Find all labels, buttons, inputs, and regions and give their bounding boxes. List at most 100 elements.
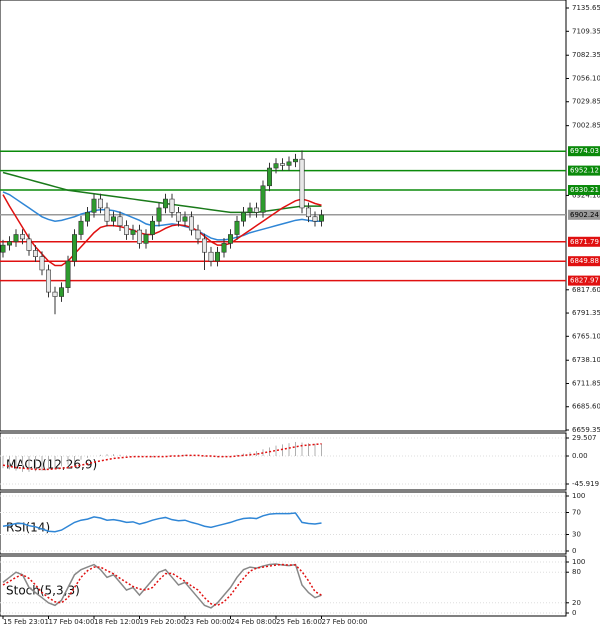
y-tick-label: 0.00 bbox=[572, 452, 588, 460]
x-tick-label: 27 Feb 00:00 bbox=[322, 618, 368, 626]
y-tick-label: 7082.35 bbox=[572, 51, 600, 59]
level-label: 6902.24 bbox=[570, 211, 599, 219]
candle-body bbox=[286, 161, 292, 166]
candle-body bbox=[305, 207, 311, 218]
candle-body bbox=[176, 212, 182, 222]
candle-body bbox=[130, 229, 136, 235]
y-tick-label: 6765.10 bbox=[572, 332, 600, 340]
candle-body bbox=[104, 207, 110, 222]
macd-bar bbox=[74, 455, 75, 463]
macd-bar bbox=[288, 443, 290, 456]
macd-bar bbox=[2, 455, 4, 469]
candle-body bbox=[208, 251, 214, 262]
y-tick-label: 70 bbox=[572, 509, 581, 517]
rsi-panel bbox=[0, 491, 567, 555]
macd-bar bbox=[126, 455, 127, 456]
y-tick-label: 6924.10 bbox=[572, 191, 600, 199]
macd-bar bbox=[61, 455, 62, 467]
macd-bar bbox=[236, 454, 238, 456]
y-tick-label: 7135.65 bbox=[572, 4, 600, 12]
candle-body bbox=[85, 212, 91, 222]
macd-bar bbox=[119, 454, 121, 456]
macd-bar bbox=[35, 455, 36, 472]
indicator-line bbox=[2, 563, 322, 609]
y-tick-label: 7029.85 bbox=[572, 98, 600, 106]
y-tick-label: 29.507 bbox=[572, 434, 597, 442]
candle-body bbox=[0, 244, 6, 253]
y-tick-label: 0 bbox=[572, 547, 576, 555]
y-tick-label: 100 bbox=[572, 492, 585, 500]
candle-body bbox=[58, 287, 64, 297]
level-label: 6974.03 bbox=[570, 147, 599, 155]
candle-body bbox=[78, 220, 84, 235]
y-tick-label: 6659.35 bbox=[572, 426, 600, 434]
macd-bar bbox=[308, 443, 309, 456]
y-tick-label: 100 bbox=[572, 558, 585, 566]
level-label-box bbox=[568, 236, 600, 247]
macd-bar bbox=[100, 454, 101, 456]
y-tick-label: 20 bbox=[572, 599, 581, 607]
macd-bar bbox=[28, 455, 30, 472]
candle-body bbox=[45, 269, 51, 293]
x-tick-label: 19 Feb 20:00 bbox=[140, 618, 186, 626]
y-tick-label: 7056.10 bbox=[572, 74, 600, 82]
candle-body bbox=[241, 212, 247, 222]
level-label: 6871.79 bbox=[570, 238, 599, 246]
macd-bar bbox=[314, 443, 316, 456]
candle-body bbox=[312, 216, 318, 222]
y-tick-label: -45.919 bbox=[572, 480, 599, 488]
level-label: 6930.21 bbox=[570, 186, 599, 194]
macd-bar bbox=[256, 451, 257, 456]
candle-body bbox=[72, 234, 78, 262]
candle-body bbox=[26, 238, 32, 251]
macd-bar bbox=[152, 455, 153, 458]
y-tick-label: 30 bbox=[572, 531, 581, 539]
candle-body bbox=[111, 216, 117, 222]
indicator-line bbox=[2, 512, 322, 533]
indicator-line bbox=[2, 443, 322, 471]
x-tick-label: 18 Feb 12:00 bbox=[94, 618, 140, 626]
indicator-line bbox=[2, 191, 322, 241]
macd-bar bbox=[282, 444, 283, 456]
candle-body bbox=[32, 250, 38, 257]
candle-body bbox=[189, 216, 195, 231]
candle-body bbox=[228, 234, 234, 244]
x-tick-label: 15 Feb 23:01 bbox=[3, 618, 49, 626]
candle-body bbox=[156, 207, 162, 222]
macd-bar bbox=[295, 441, 296, 456]
candle-body bbox=[202, 238, 208, 253]
candle-body bbox=[299, 158, 305, 209]
y-tick-label: 6791.35 bbox=[572, 309, 600, 317]
candle-body bbox=[182, 216, 188, 222]
candle-body bbox=[65, 260, 71, 288]
candle-body bbox=[98, 198, 104, 209]
y-tick-label: 6685.60 bbox=[572, 403, 600, 411]
candle-body bbox=[260, 185, 266, 213]
level-label-box bbox=[568, 275, 600, 286]
macd-bar bbox=[9, 455, 10, 470]
macd-bar bbox=[204, 455, 205, 457]
macd-bar bbox=[15, 455, 17, 471]
y-tick-label: 0 bbox=[572, 609, 576, 617]
macd-bar bbox=[48, 455, 49, 470]
x-tick-label: 24 Feb 08:00 bbox=[231, 618, 277, 626]
candle-body bbox=[169, 198, 175, 213]
candle-body bbox=[91, 198, 97, 213]
y-tick-label: 6817.60 bbox=[572, 286, 600, 294]
candle-body bbox=[215, 251, 221, 262]
x-tick-label: 23 Feb 00:00 bbox=[185, 618, 231, 626]
macd-bar bbox=[113, 454, 114, 456]
y-tick-label: 80 bbox=[572, 568, 581, 576]
candle-body bbox=[254, 207, 260, 213]
candle-body bbox=[221, 243, 227, 253]
y-tick-label: 6711.85 bbox=[572, 379, 600, 387]
macd-bar bbox=[54, 455, 56, 469]
macd-bar bbox=[243, 453, 244, 456]
x-tick-label: 17 Feb 04:00 bbox=[49, 618, 95, 626]
level-label-box bbox=[568, 165, 600, 176]
candle-body bbox=[292, 158, 298, 163]
indicator-title: Stoch(5,3,3) bbox=[6, 584, 80, 598]
macd-bar bbox=[41, 455, 43, 471]
level-label-box bbox=[568, 256, 600, 267]
